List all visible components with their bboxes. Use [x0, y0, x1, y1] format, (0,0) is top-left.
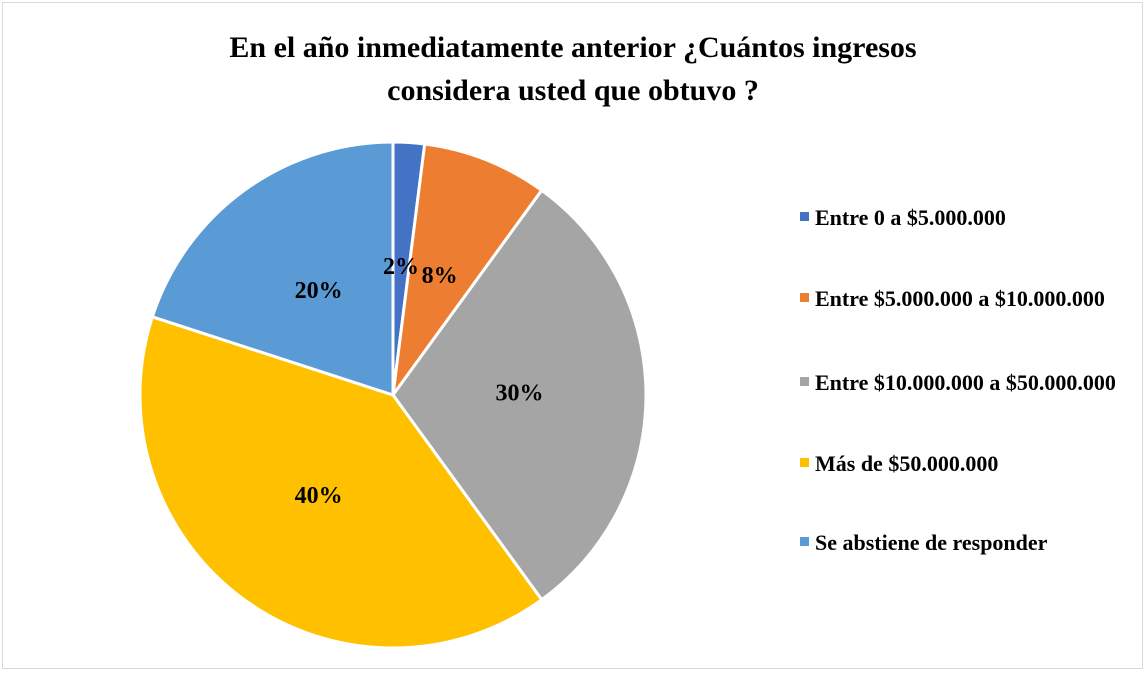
legend-swatch — [800, 377, 809, 386]
pie-slice — [391, 142, 544, 396]
legend-swatch — [800, 212, 809, 221]
pie-slice — [150, 140, 395, 398]
legend-item: Entre $10.000.000 a $50.000.000 — [800, 368, 1133, 397]
data-label: 2% — [383, 254, 419, 280]
legend-label: Entre 0 a $5.000.000 — [815, 205, 1006, 230]
legend-item: Entre 0 a $5.000.000 — [800, 203, 1133, 232]
data-label: 30% — [496, 381, 544, 407]
data-label: 40% — [295, 483, 343, 509]
legend-label: Más de $50.000.000 — [815, 451, 999, 476]
legend-swatch — [800, 293, 809, 302]
data-label: 20% — [295, 278, 343, 304]
legend-label: Entre $10.000.000 a $50.000.000 — [815, 370, 1116, 395]
pie-slice — [138, 314, 544, 650]
pie-slice — [391, 188, 648, 602]
legend-item: Más de $50.000.000 — [800, 449, 1133, 478]
legend-item: Se abstiene de responder — [800, 528, 1133, 557]
legend-swatch — [800, 537, 809, 546]
data-label: 8% — [422, 263, 458, 289]
legend-item: Entre $5.000.000 a $10.000.000 — [800, 284, 1133, 313]
chart-title: En el año inmediatamente anterior ¿Cuánt… — [229, 31, 917, 107]
legend-swatch — [800, 458, 809, 467]
legend-label: Entre $5.000.000 a $10.000.000 — [815, 286, 1105, 311]
legend-label: Se abstiene de responder — [815, 530, 1048, 555]
